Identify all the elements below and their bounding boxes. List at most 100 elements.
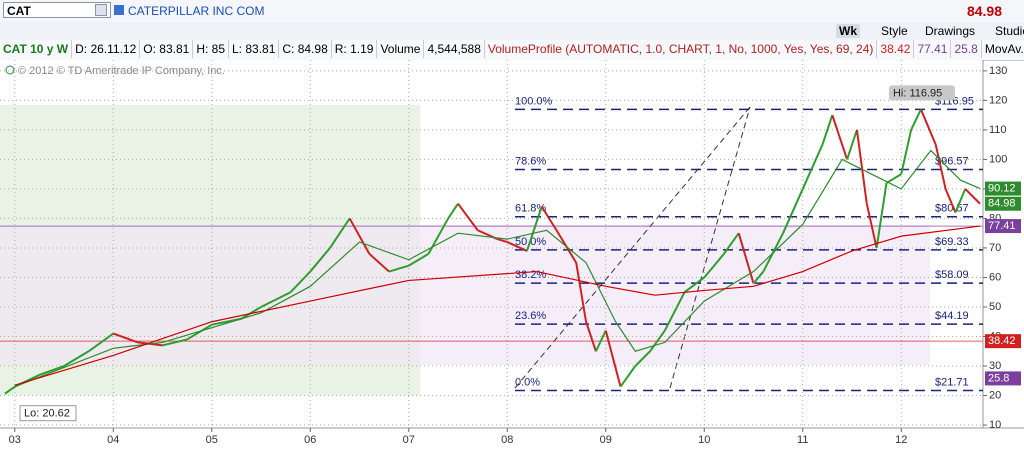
price-segment bbox=[540, 206, 558, 231]
price-segment bbox=[309, 247, 331, 273]
price-segment bbox=[506, 241, 528, 252]
price-tag-label: 90.12 bbox=[988, 182, 1016, 194]
price-segment bbox=[855, 129, 868, 204]
x-tick-label: 04 bbox=[107, 434, 119, 446]
y-tick-label: 50 bbox=[989, 301, 1001, 313]
price-tag bbox=[985, 219, 1021, 234]
price-segment bbox=[865, 203, 878, 249]
y-tick-label: 110 bbox=[989, 124, 1007, 136]
price-segment bbox=[703, 253, 725, 279]
company-name: CATERPILLAR INC COM bbox=[128, 4, 265, 18]
y-tick-label: 70 bbox=[989, 242, 1001, 254]
price-segment bbox=[910, 108, 922, 131]
x-tick-label: 12 bbox=[895, 434, 907, 446]
fib-price: $69.33 bbox=[935, 236, 969, 248]
price-segment bbox=[737, 232, 755, 284]
copyright: © 2012 © TD Ameritrade IP Company, Inc. bbox=[18, 65, 225, 77]
y-tick-label: 120 bbox=[989, 94, 1007, 106]
value-area bbox=[0, 225, 930, 365]
price-segment bbox=[821, 114, 834, 145]
info-item: L: 83.81 bbox=[229, 40, 280, 58]
info-item: H: 85 bbox=[193, 40, 229, 58]
price-segment bbox=[801, 144, 824, 190]
price-segment bbox=[595, 330, 607, 352]
price-segment bbox=[186, 323, 213, 341]
style-button[interactable]: Style bbox=[881, 24, 908, 38]
price-segment bbox=[457, 203, 479, 231]
price-segment bbox=[408, 252, 429, 267]
price-segment bbox=[900, 129, 913, 175]
info-item: O: 83.81 bbox=[140, 40, 194, 58]
fib-ratio: 23.6% bbox=[515, 310, 546, 322]
dropdown-button[interactable] bbox=[95, 4, 107, 16]
info-item: R: 1.19 bbox=[332, 40, 378, 58]
fib-price: $96.57 bbox=[935, 155, 969, 167]
price-segment bbox=[964, 188, 981, 205]
moving-average bbox=[14, 149, 981, 388]
price-segment bbox=[348, 217, 371, 255]
price-segment bbox=[846, 129, 858, 160]
info-item: 4,544,588 bbox=[424, 40, 485, 58]
study-label: VolumeProfile (AUTOMATIC, 1.0, CHART, 1,… bbox=[485, 40, 878, 58]
last-price: 84.98 bbox=[966, 3, 1002, 19]
x-tick-label: 11 bbox=[797, 434, 808, 446]
y-tick-label: 60 bbox=[989, 271, 1001, 283]
hi-box bbox=[888, 85, 955, 101]
copyright-icon bbox=[5, 65, 15, 75]
price-segment bbox=[4, 385, 16, 395]
fib-ratio: 38.2% bbox=[515, 269, 546, 281]
moving-average bbox=[14, 225, 981, 386]
studies-button[interactable]: Studie bbox=[995, 24, 1024, 38]
price-segment bbox=[683, 276, 705, 294]
study-value: 25.8 bbox=[951, 40, 982, 58]
fib-price: $58.09 bbox=[935, 269, 969, 281]
price-tag-label: 25.8 bbox=[988, 372, 1009, 384]
symbol-input[interactable]: CAT bbox=[3, 2, 111, 18]
price-tag bbox=[985, 334, 1021, 349]
price-segment bbox=[885, 173, 902, 184]
price-segment bbox=[649, 330, 666, 352]
price-segment bbox=[260, 291, 292, 308]
fib-ratio: 61.8% bbox=[515, 203, 546, 215]
price-segment bbox=[447, 203, 459, 219]
y-tick-label: 10 bbox=[989, 419, 1001, 431]
price-segment bbox=[497, 238, 508, 244]
x-tick-label: 08 bbox=[501, 434, 513, 446]
info-item: C: 84.98 bbox=[279, 40, 332, 58]
y-tick-label: 20 bbox=[989, 389, 1001, 401]
price-tag bbox=[985, 196, 1021, 211]
price-tag-label: 38.42 bbox=[988, 335, 1016, 347]
fib-price: $21.71 bbox=[935, 376, 969, 388]
price-segment bbox=[619, 365, 637, 388]
price-segment bbox=[585, 321, 597, 352]
price-segment bbox=[388, 264, 410, 273]
fib-ratio: 0.0% bbox=[515, 376, 540, 388]
chart-label: CAT 10 y W bbox=[0, 40, 73, 58]
price-tag-label: 84.98 bbox=[988, 198, 1016, 210]
price-segment bbox=[368, 253, 390, 273]
fib-ratio: 78.6% bbox=[515, 155, 546, 167]
price-segment bbox=[39, 365, 65, 376]
timeframe-button[interactable]: Wk bbox=[836, 24, 860, 38]
price-segment bbox=[162, 338, 188, 347]
fib-price: $44.19 bbox=[935, 310, 969, 322]
x-tick-label: 09 bbox=[600, 434, 612, 446]
price-tag bbox=[985, 371, 1021, 386]
study-value: 38.42 bbox=[877, 40, 915, 58]
price-segment bbox=[954, 188, 967, 213]
price-tag-label: 77.41 bbox=[988, 220, 1016, 232]
price-segment bbox=[934, 144, 947, 190]
info-bar: CAT 10 y W D: 26.11.12 O: 83.81 H: 85 L: 83.… bbox=[0, 40, 1024, 61]
hi-label: Hi: 116.95 bbox=[893, 87, 942, 99]
price-segment bbox=[752, 270, 765, 285]
price-segment bbox=[634, 350, 651, 367]
x-tick-label: 05 bbox=[206, 434, 218, 446]
price-segment bbox=[112, 332, 139, 344]
price-segment bbox=[723, 232, 740, 255]
toolbar: Wk Style Drawings Studie bbox=[0, 22, 1024, 41]
x-tick-label: 07 bbox=[403, 434, 415, 446]
drawings-button[interactable]: Drawings bbox=[925, 24, 976, 38]
fib-price: $80.57 bbox=[935, 203, 969, 215]
fib-ratio: 100.0% bbox=[515, 95, 553, 107]
